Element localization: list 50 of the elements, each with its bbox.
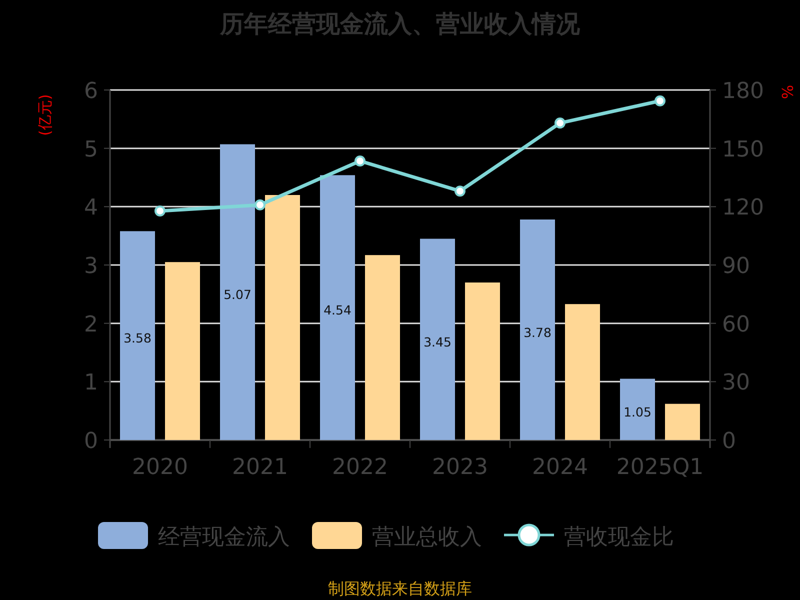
data-label: 3.45	[424, 334, 452, 350]
y-tick-label: 4	[84, 196, 98, 221]
data-label: 4.54	[324, 302, 352, 318]
x-tick-label: 2024	[532, 455, 588, 480]
y-tick-label: 0	[84, 429, 98, 454]
y2-tick-label: 90	[722, 254, 750, 279]
y2-tick-label: 150	[722, 137, 764, 162]
bar	[565, 304, 600, 440]
bar	[465, 282, 500, 440]
x-tick-label: 2025Q1	[616, 455, 704, 480]
legend-label: 经营现金流入	[158, 525, 290, 550]
point	[554, 118, 566, 129]
bar	[520, 220, 555, 440]
data-label: 5.07	[224, 287, 252, 302]
bar	[420, 238, 455, 440]
bar	[220, 144, 255, 440]
x-tick-label: 2022	[332, 455, 388, 480]
y2-tick-label: 180	[722, 79, 764, 104]
y-axis-title: (亿元)	[36, 94, 54, 136]
y-tick-label: 2	[84, 312, 98, 338]
y2-tick-label: 60	[722, 312, 750, 338]
bar	[165, 262, 200, 440]
bar	[265, 195, 300, 440]
bar	[120, 231, 155, 440]
legend-label: 营业总收入	[372, 525, 482, 550]
bar	[365, 255, 400, 440]
point	[354, 155, 366, 166]
x-tick-label: 2023	[432, 455, 488, 480]
point	[654, 95, 666, 106]
point	[454, 186, 466, 197]
x-tick-label: 2021	[232, 455, 288, 480]
bar	[620, 378, 655, 440]
data-label: 3.78	[524, 324, 552, 340]
bar	[320, 175, 355, 440]
point	[254, 199, 266, 210]
y2-tick-label: 0	[722, 429, 736, 454]
legend-label: 营收现金比	[564, 525, 674, 550]
data-label: 3.58	[124, 330, 152, 346]
y-tick-label: 3	[84, 254, 98, 279]
data-label: 1.05	[624, 404, 652, 420]
y-tick-label: 5	[84, 137, 98, 162]
y2-tick-label: 30	[722, 370, 750, 396]
y2-axis-title: %	[778, 84, 796, 100]
x-tick-label: 2020	[132, 455, 188, 480]
point	[154, 205, 166, 216]
bar	[665, 404, 700, 440]
text: 制图数据来自数据库	[328, 579, 472, 598]
y2-tick-label: 120	[722, 196, 764, 221]
y-tick-label: 1	[84, 370, 98, 396]
y-tick-label: 6	[84, 79, 98, 104]
